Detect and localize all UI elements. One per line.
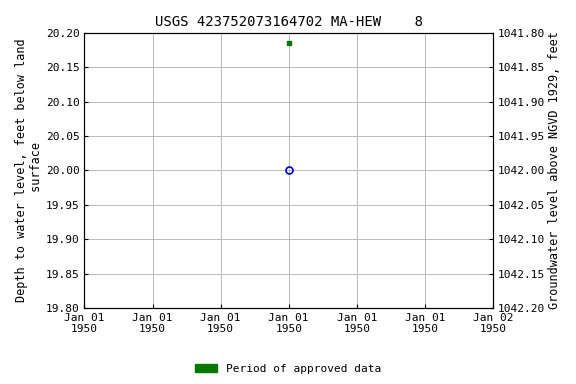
Legend: Period of approved data: Period of approved data <box>191 359 385 379</box>
Y-axis label: Depth to water level, feet below land
 surface: Depth to water level, feet below land su… <box>15 39 43 302</box>
Y-axis label: Groundwater level above NGVD 1929, feet: Groundwater level above NGVD 1929, feet <box>548 31 561 310</box>
Title: USGS 423752073164702 MA-HEW    8: USGS 423752073164702 MA-HEW 8 <box>155 15 423 29</box>
